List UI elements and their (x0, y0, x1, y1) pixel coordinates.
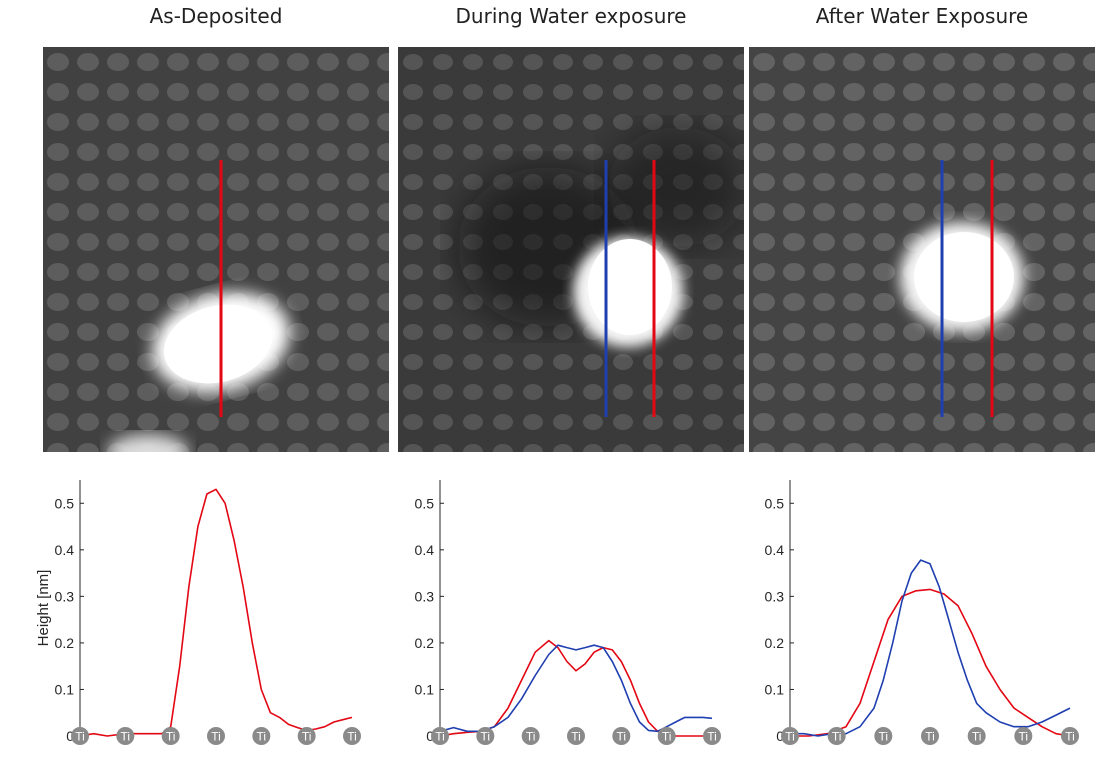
ti-atom-label: Ti (707, 730, 717, 744)
ti-atom-marker (116, 727, 135, 745)
y-axis-title: Height [nm] (35, 570, 52, 647)
ti-atom-marker (612, 727, 631, 745)
ti-atom-marker (207, 727, 225, 745)
ti-atom-label: Ti (972, 730, 982, 744)
ti-atom-marker (967, 727, 986, 745)
y-tick-label: 0.4 (415, 542, 435, 558)
y-tick-label: 0.2 (415, 635, 435, 651)
ti-atom-label: Ti (257, 730, 267, 744)
panel-title-after-water: After Water Exposure (815, 4, 1029, 28)
ti-atom-marker (1061, 727, 1079, 745)
ti-atom-label: Ti (879, 730, 889, 744)
ti-atom-label: Ti (211, 730, 221, 744)
ti-atom-label: Ti (526, 730, 536, 744)
series-line-red (439, 639, 712, 737)
y-tick-label: 0.2 (765, 635, 785, 651)
ti-atom-label: Ti (347, 730, 357, 744)
ti-atom-label: Ti (785, 730, 795, 744)
y-tick-label: 0 (66, 728, 74, 744)
y-tick-label: 0.4 (765, 542, 785, 558)
ti-atom-label: Ti (925, 730, 935, 744)
ti-atom-marker (921, 727, 939, 745)
ti-atom-marker (343, 727, 361, 745)
ti-atom-marker (476, 727, 495, 745)
stm-image-during-water (398, 47, 744, 452)
ti-atom-label: Ti (435, 730, 445, 744)
stm-image-as-deposited (43, 47, 389, 452)
ti-atom-label: Ti (166, 730, 176, 744)
series-line-red (79, 488, 353, 737)
y-tick-label: 0.1 (415, 681, 435, 697)
ti-atom-marker (297, 727, 316, 745)
y-tick-label: 0.5 (765, 495, 785, 511)
ti-atom-marker (431, 727, 449, 745)
ti-atom-label: Ti (481, 730, 491, 744)
ti-atom-marker (252, 727, 271, 745)
y-tick-label: 0.3 (765, 588, 785, 604)
y-tick-label: 0.3 (55, 588, 75, 604)
ti-atom-marker (874, 727, 893, 745)
y-tick-label: 0 (426, 728, 434, 744)
series-line-blue (790, 559, 1071, 737)
y-tick-label: 0.3 (415, 588, 435, 604)
ti-atom-marker (567, 727, 585, 745)
ti-atom-label: Ti (1019, 730, 1029, 744)
ti-atom-label: Ti (662, 730, 672, 744)
ti-atom-label: Ti (75, 730, 85, 744)
ti-atom-marker (161, 727, 180, 745)
panel-title-during-water: During Water exposure (455, 4, 687, 28)
y-tick-label: 0 (776, 728, 784, 744)
ti-atom-marker (657, 727, 676, 745)
ti-atom-label: Ti (617, 730, 627, 744)
y-tick-label: 0.2 (55, 635, 75, 651)
ti-atom-label: Ti (121, 730, 131, 744)
ti-atom-marker (703, 727, 721, 745)
ti-atom-marker (827, 727, 846, 745)
ti-atom-marker (781, 727, 799, 745)
ti-atom-label: Ti (832, 730, 842, 744)
ti-atom-marker (521, 727, 540, 745)
ti-atom-marker (1014, 727, 1033, 745)
y-tick-label: 0.5 (55, 495, 75, 511)
stm-image-after-water (749, 47, 1095, 452)
series-line-red (790, 588, 1071, 737)
y-tick-label: 0.1 (55, 681, 75, 697)
ti-atom-label: Ti (302, 730, 312, 744)
panel-title-as-deposited: As-Deposited (149, 4, 283, 28)
series-line-blue (439, 644, 713, 733)
ti-atom-marker (71, 727, 89, 745)
y-tick-label: 0.1 (765, 681, 785, 697)
ti-atom-label: Ti (1065, 730, 1075, 744)
ti-atom-label: Ti (571, 730, 581, 744)
y-tick-label: 0.5 (415, 495, 435, 511)
y-tick-label: 0.4 (55, 542, 75, 558)
